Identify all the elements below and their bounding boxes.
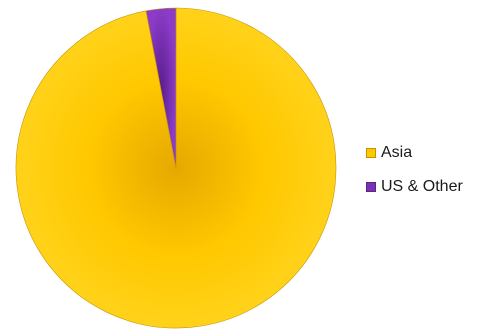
pie-slices xyxy=(15,7,337,329)
legend-label: Asia xyxy=(381,144,413,161)
pie-slice-us-other xyxy=(145,7,177,169)
legend-swatch xyxy=(366,182,376,192)
legend-item-us-other: US & Other xyxy=(366,177,463,197)
legend: Asia US & Other xyxy=(366,143,463,211)
legend-swatch xyxy=(366,148,376,158)
legend-item-asia: Asia xyxy=(366,143,463,163)
legend-label: US & Other xyxy=(381,178,463,195)
